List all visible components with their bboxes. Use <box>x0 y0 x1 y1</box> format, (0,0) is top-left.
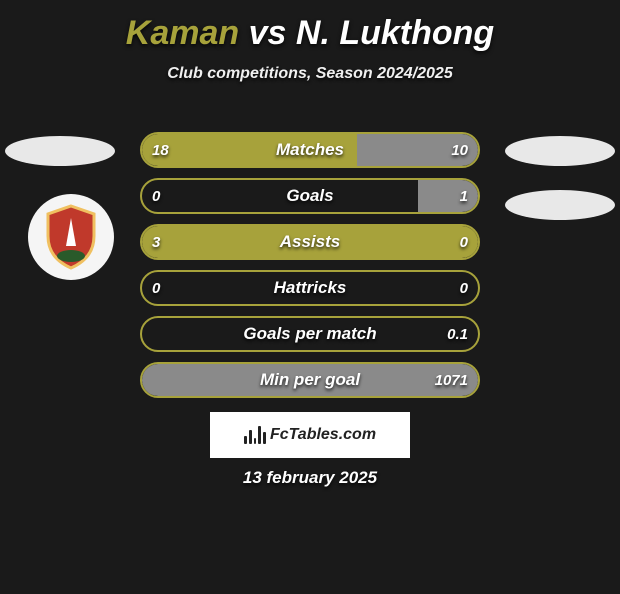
player-photo-left <box>5 136 115 166</box>
stat-value-right: 1071 <box>435 364 468 396</box>
stat-row-hattricks: Hattricks0 0 <box>140 270 480 306</box>
shield-icon <box>44 204 98 270</box>
stat-label: Min per goal <box>142 364 478 396</box>
stat-row-matches: Matches18 10 <box>140 132 480 168</box>
date-label: 13 february 2025 <box>0 468 620 488</box>
stat-value-right: 0 <box>460 226 468 258</box>
stat-row-goals-per-match: Goals per match0.1 <box>140 316 480 352</box>
stat-value-left: 0 <box>152 272 160 304</box>
attribution-badge[interactable]: FcTables.com <box>210 412 410 458</box>
stat-value-right: 0.1 <box>447 318 468 350</box>
stat-label: Hattricks <box>142 272 478 304</box>
club-badge <box>28 194 114 280</box>
player-photo-right-1 <box>505 136 615 166</box>
player-photo-right-2 <box>505 190 615 220</box>
stat-row-min-per-goal: Min per goal1071 <box>140 362 480 398</box>
stat-value-right: 10 <box>451 134 468 166</box>
stats-bars: Matches1810Goals01Assists30Hattricks00Go… <box>140 132 480 408</box>
page-title: Kaman vs N. Lukthong <box>0 14 620 53</box>
stat-row-assists: Assists3 0 <box>140 224 480 260</box>
bar-chart-icon <box>244 426 266 444</box>
stat-label: Goals per match <box>142 318 478 350</box>
stat-value-left: 0 <box>152 180 160 212</box>
attribution-text: FcTables.com <box>270 426 376 444</box>
stat-label: Assists <box>142 226 478 258</box>
stat-label: Matches <box>142 134 478 166</box>
stat-value-left: 3 <box>152 226 160 258</box>
stat-row-goals: Goals0 1 <box>140 178 480 214</box>
stat-value-left: 18 <box>152 134 169 166</box>
subtitle: Club competitions, Season 2024/2025 <box>0 65 620 83</box>
stat-value-right: 1 <box>460 180 468 212</box>
stat-label: Goals <box>142 180 478 212</box>
stat-value-right: 0 <box>460 272 468 304</box>
